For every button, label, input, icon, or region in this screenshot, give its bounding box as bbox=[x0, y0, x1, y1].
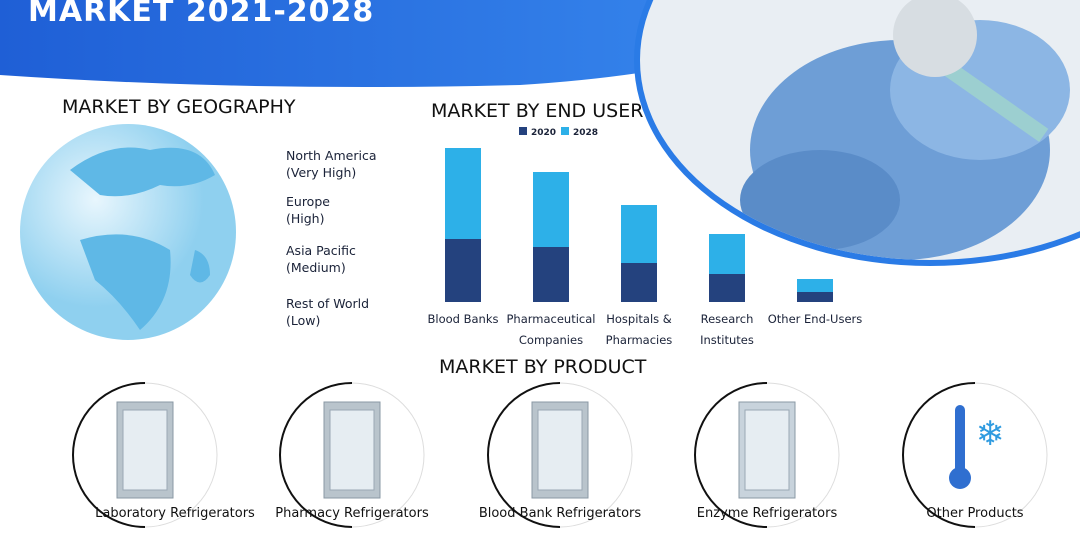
section-title: MARKET BY GEOGRAPHY bbox=[62, 96, 296, 118]
bar-segment bbox=[709, 274, 745, 302]
category-label: Blood Banks bbox=[427, 312, 499, 326]
region-label: (Low) bbox=[286, 313, 321, 328]
photo bbox=[640, 0, 1080, 260]
bar-segment bbox=[797, 279, 833, 292]
product-label: Blood Bank Refrigerators bbox=[478, 506, 642, 521]
thermometer bbox=[949, 467, 971, 489]
region-label: Europe bbox=[286, 194, 330, 209]
category-label: Other End-Users bbox=[767, 312, 863, 326]
bar-segment bbox=[797, 292, 833, 302]
product-ring bbox=[974, 382, 1048, 528]
legend-swatch bbox=[519, 127, 527, 135]
product-ring bbox=[351, 382, 425, 528]
product-ring bbox=[766, 382, 840, 528]
product-image bbox=[744, 409, 790, 491]
bar-segment bbox=[533, 172, 569, 247]
product-label: Pharmacy Refrigerators bbox=[275, 506, 429, 521]
bar-segment bbox=[533, 247, 569, 302]
region-label: (Very High) bbox=[286, 165, 357, 180]
legend-swatch bbox=[561, 127, 569, 135]
product-image bbox=[122, 409, 168, 491]
bar-segment bbox=[621, 263, 657, 302]
category-label: Research Institutes bbox=[700, 312, 754, 347]
category-label: Pharmaceutical Companies bbox=[506, 312, 596, 347]
product-ring bbox=[144, 382, 218, 528]
page-title: MARKET 2021-2028 bbox=[28, 0, 375, 29]
category-label: Hospitals & Pharmacies bbox=[605, 312, 673, 347]
product-ring bbox=[694, 382, 768, 528]
product-ring bbox=[279, 382, 353, 528]
region-label: Rest of World bbox=[286, 296, 370, 311]
region-label: Asia Pacific bbox=[286, 243, 356, 258]
section-title: MARKET BY PRODUCT bbox=[439, 356, 647, 378]
product-label: Enzyme Refrigerators bbox=[696, 506, 838, 521]
region-label: (High) bbox=[286, 211, 325, 226]
product-ring bbox=[902, 382, 976, 528]
bar-segment bbox=[709, 234, 745, 274]
product-ring bbox=[72, 382, 146, 528]
product-label: Laboratory Refrigerators bbox=[95, 506, 255, 521]
bar-segment bbox=[445, 239, 481, 302]
snowflake: ❄ bbox=[976, 414, 1005, 454]
product-ring bbox=[559, 382, 633, 528]
product-image bbox=[537, 409, 583, 491]
globe-land bbox=[70, 147, 215, 330]
product-ring bbox=[487, 382, 561, 528]
bar-segment bbox=[621, 205, 657, 263]
product-image bbox=[329, 409, 375, 491]
region-label: North America bbox=[286, 148, 377, 163]
bar-segment bbox=[445, 148, 481, 239]
legend-label: 2020 bbox=[531, 128, 556, 138]
section-title: MARKET BY END USER bbox=[431, 100, 644, 122]
thermometer bbox=[955, 405, 965, 475]
region-label: (Medium) bbox=[286, 260, 346, 275]
legend-label: 2028 bbox=[573, 128, 598, 138]
product-label: Other Products bbox=[926, 506, 1024, 521]
